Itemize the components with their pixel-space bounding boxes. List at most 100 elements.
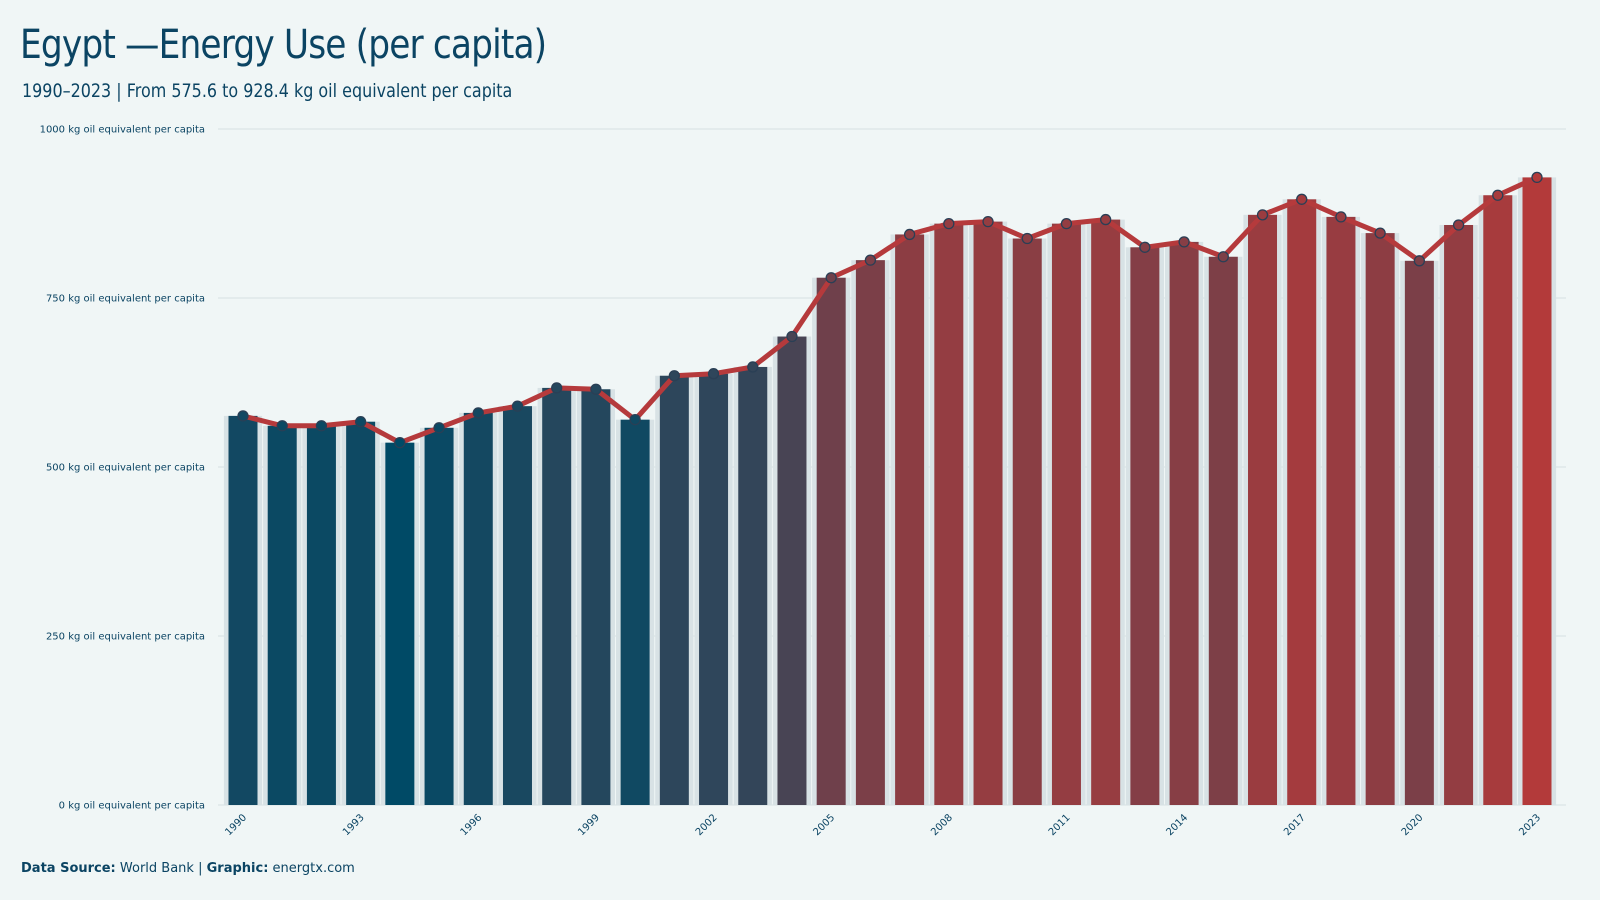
x-tick-label: 2005 — [812, 812, 838, 838]
chart-title: Egypt —Energy Use (per capita) — [20, 22, 547, 68]
bar — [895, 234, 925, 805]
data-point — [747, 361, 759, 373]
bar — [1483, 195, 1513, 806]
bar — [659, 375, 689, 805]
bar — [777, 336, 807, 805]
data-point — [551, 382, 563, 394]
trend-line-path — [240, 174, 1540, 446]
data-point — [1531, 171, 1543, 184]
data-point — [472, 407, 484, 419]
data-point — [1100, 213, 1112, 226]
data-point — [1452, 219, 1465, 231]
y-tick-label: 1000 kg oil equivalent per capita — [40, 125, 205, 136]
bar — [620, 419, 650, 805]
data-point — [1296, 193, 1308, 205]
data-point — [433, 422, 445, 434]
bar — [1404, 260, 1434, 805]
bar — [463, 412, 493, 805]
bar — [816, 277, 846, 806]
bar — [502, 406, 532, 805]
bar — [1287, 199, 1317, 805]
bar — [1522, 177, 1552, 805]
bar — [385, 442, 415, 805]
data-point — [982, 215, 994, 228]
bar — [424, 427, 454, 805]
x-tick-label: 2017 — [1282, 812, 1308, 838]
bar — [306, 425, 336, 805]
data-point — [511, 400, 524, 412]
data-point — [1139, 241, 1151, 253]
bar — [1365, 233, 1395, 805]
data-point — [1060, 217, 1073, 230]
x-tick-label: 2020 — [1400, 812, 1426, 838]
bar — [1444, 224, 1474, 805]
bar — [1169, 241, 1199, 806]
bar — [934, 223, 964, 805]
bar — [855, 260, 885, 805]
data-point — [707, 368, 720, 380]
data-point — [1021, 232, 1033, 245]
data-point — [394, 437, 406, 449]
footer-credits: Data Source: World Bank | Graphic: energ… — [21, 861, 355, 876]
data-point — [943, 217, 955, 230]
data-point — [1374, 227, 1386, 239]
bar — [1012, 238, 1042, 806]
data-point — [903, 228, 916, 241]
y-tick-label: 250 kg oil equivalent per capita — [46, 632, 205, 643]
bar — [228, 415, 258, 805]
y-tick-label: 0 kg oil equivalent per capita — [59, 801, 205, 812]
bar — [973, 221, 1003, 805]
data-point — [1178, 236, 1190, 248]
bars — [223, 177, 1557, 806]
bar — [542, 387, 572, 805]
bar — [1051, 223, 1081, 805]
x-tick-label: 2002 — [694, 812, 720, 838]
x-tick-label: 1990 — [223, 812, 249, 838]
bar — [738, 366, 768, 805]
source-value: World Bank — [119, 861, 194, 876]
data-point — [354, 416, 367, 428]
bar — [267, 425, 297, 805]
data-point — [1413, 255, 1426, 267]
data-point — [1217, 251, 1229, 263]
chart-subtitle: 1990–2023 | From 575.6 to 928.4 kg oil e… — [22, 80, 513, 102]
data-point — [276, 420, 288, 432]
y-tick-label: 500 kg oil equivalent per capita — [46, 463, 205, 474]
x-tick-label: 1996 — [459, 812, 485, 838]
data-point — [590, 383, 602, 395]
data-point — [1256, 209, 1269, 221]
graphic-label: Graphic: — [206, 861, 269, 876]
y-tick-labels: 0 kg oil equivalent per capita 250 kg oil… — [40, 125, 205, 812]
data-point — [315, 420, 328, 432]
bar — [1091, 219, 1121, 806]
x-tick-label: 1993 — [341, 812, 367, 838]
data-point — [237, 410, 249, 422]
source-label: Data Source: — [21, 861, 116, 876]
graphic-value: energtx.com — [272, 861, 355, 876]
footer-separator: | — [198, 861, 203, 876]
data-point — [1335, 211, 1347, 223]
trend-line — [240, 174, 1540, 446]
x-tick-label: 1999 — [576, 812, 602, 838]
bar — [699, 373, 729, 805]
data-point — [786, 330, 798, 343]
bar — [1326, 216, 1356, 805]
points — [237, 171, 1543, 449]
x-tick-label: 2011 — [1047, 812, 1073, 838]
x-tick-label: 2014 — [1164, 812, 1190, 838]
bar — [581, 389, 611, 805]
x-tick-label: 2008 — [929, 812, 955, 838]
data-point — [668, 370, 680, 382]
bar — [1248, 214, 1278, 806]
bar — [1208, 256, 1238, 805]
x-tick-label: 2023 — [1517, 812, 1543, 838]
data-point — [825, 272, 837, 284]
data-point — [1492, 189, 1504, 201]
data-point — [864, 254, 877, 266]
data-point — [629, 414, 641, 426]
bar — [1130, 247, 1160, 806]
x-tick-labels: 1990 1993 1996 1999 2002 2005 2008 2011 2014 2017… — [223, 812, 1543, 838]
bar — [346, 421, 376, 805]
y-tick-label: 750 kg oil equivalent per capita — [46, 294, 205, 305]
